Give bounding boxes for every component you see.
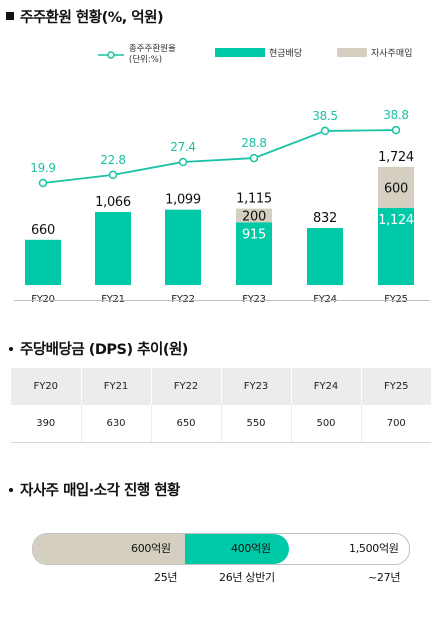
x-tick-label: FY21 bbox=[101, 294, 124, 305]
dps-value-cell: 390 bbox=[11, 405, 81, 443]
legend-item-line: 총주주환원율 (단위:%) bbox=[96, 44, 176, 66]
buyback-title-text: 자사주 매입·소각 진행 현황 bbox=[20, 483, 180, 499]
legend-line-unit: (단위:%) bbox=[128, 55, 163, 65]
return-rate-label: 38.8 bbox=[383, 108, 409, 122]
return-rate-label: 22.8 bbox=[100, 153, 126, 167]
return-rate-point bbox=[320, 126, 330, 136]
dps-header-cell: FY20 bbox=[11, 368, 81, 405]
bar-total-label: 1,115 bbox=[236, 192, 272, 207]
bar-buyback bbox=[378, 166, 414, 209]
return-rate-point bbox=[249, 153, 259, 163]
x-tick-label: FY24 bbox=[313, 294, 336, 305]
buyback-period-3: ~27년 bbox=[368, 571, 401, 584]
bar-total-label: 1,066 bbox=[95, 195, 131, 210]
return-rate-point bbox=[38, 178, 48, 188]
bullet-dot-icon bbox=[9, 347, 13, 351]
buyback-progress-bar: 600억원 400억원 1,500억원 bbox=[32, 533, 410, 565]
dps-title-text: 주당배당금 (DPS) 추이(원) bbox=[20, 342, 188, 358]
buyback-segment-2 bbox=[185, 534, 289, 564]
dps-header-cell: FY24 bbox=[290, 368, 361, 405]
bar-buyback bbox=[236, 208, 272, 223]
x-tick-label: FY22 bbox=[171, 294, 194, 305]
dps-value-cell: 500 bbox=[290, 405, 361, 443]
dps-header-row: FY20 FY21 FY22 FY23 FY24 FY25 bbox=[11, 368, 431, 405]
buyback-title: 자사주 매입·소각 진행 현황 bbox=[8, 479, 180, 500]
dps-value-cell: 550 bbox=[220, 405, 291, 443]
legend-line-label: 총주주환원율 bbox=[128, 44, 176, 54]
return-rate-line bbox=[42, 129, 397, 184]
buyback-period-1: 25년 bbox=[154, 571, 178, 584]
chart-baseline bbox=[14, 300, 430, 301]
bar-buyback-label: 600 bbox=[384, 181, 408, 196]
bar-cash-label: 1,124 bbox=[378, 213, 414, 228]
dps-value-cell: 700 bbox=[360, 405, 431, 443]
return-rate-point bbox=[108, 170, 118, 180]
return-rate-label: 27.4 bbox=[170, 140, 196, 154]
bar-total-label: 660 bbox=[31, 223, 55, 238]
buyback-period-2: 26년 상반기 bbox=[219, 571, 275, 584]
return-rate-point bbox=[178, 157, 188, 167]
return-rate-label: 38.5 bbox=[312, 109, 338, 123]
legend-buyback-label: 자사주매입 bbox=[371, 49, 413, 59]
dps-header-cell: FY22 bbox=[150, 368, 221, 405]
legend-buyback-swatch bbox=[337, 48, 367, 57]
dps-header-cell: FY25 bbox=[360, 368, 431, 405]
dps-title: 주당배당금 (DPS) 추이(원) bbox=[8, 338, 188, 359]
legend-item-cash: 현금배당 bbox=[215, 46, 302, 59]
dps-header-cell: FY23 bbox=[220, 368, 291, 405]
dps-value-row: 390 630 650 550 500 700 bbox=[11, 405, 431, 443]
bar-cash bbox=[165, 209, 201, 285]
dps-value-cell: 630 bbox=[80, 405, 151, 443]
bar-cash bbox=[307, 228, 343, 285]
x-tick-label: FY25 bbox=[384, 294, 407, 305]
legend-line-icon bbox=[98, 51, 124, 59]
buyback-segment-3-label: 1,500억원 bbox=[349, 542, 399, 555]
return-rate-label: 28.8 bbox=[241, 136, 267, 150]
bar-cash bbox=[25, 239, 61, 285]
bar-total-label: 1,099 bbox=[165, 193, 201, 208]
chart-title-text: 주주환원 현황(%, 억원) bbox=[20, 10, 164, 26]
x-tick-label: FY20 bbox=[31, 294, 54, 305]
legend-cash-label: 현금배당 bbox=[269, 49, 303, 59]
bar-total-label: 832 bbox=[313, 211, 337, 226]
bar-cash-label: 915 bbox=[242, 227, 266, 242]
chart-title: 주주환원 현황(%, 억원) bbox=[6, 6, 164, 27]
buyback-segment-2-label: 400억원 bbox=[231, 542, 271, 555]
bar-cash bbox=[378, 208, 414, 285]
x-tick-label: FY23 bbox=[242, 294, 265, 305]
bar-cash bbox=[95, 211, 131, 285]
legend-cash-swatch bbox=[215, 48, 265, 57]
dps-table: FY20 FY21 FY22 FY23 FY24 FY25 390 630 65… bbox=[11, 368, 431, 443]
dps-header-cell: FY21 bbox=[80, 368, 151, 405]
dps-value-cell: 650 bbox=[150, 405, 221, 443]
bar-total-label: 1,724 bbox=[378, 150, 414, 165]
bar-cash bbox=[236, 222, 272, 285]
shareholder-return-chart: 660 FY20 1,066 FY21 1,099 FY22 200 915 1,115 FY23… bbox=[25, 108, 414, 305]
square-bullet-icon bbox=[6, 12, 14, 20]
return-rate-label: 19.9 bbox=[30, 161, 56, 175]
buyback-segment-1 bbox=[33, 534, 185, 564]
bullet-dot-icon bbox=[9, 488, 13, 492]
legend-item-buyback: 자사주매입 bbox=[337, 46, 412, 59]
return-rate-point bbox=[391, 125, 401, 135]
buyback-segment-1-label: 600억원 bbox=[131, 542, 171, 555]
bar-buyback-label: 200 bbox=[242, 209, 266, 224]
